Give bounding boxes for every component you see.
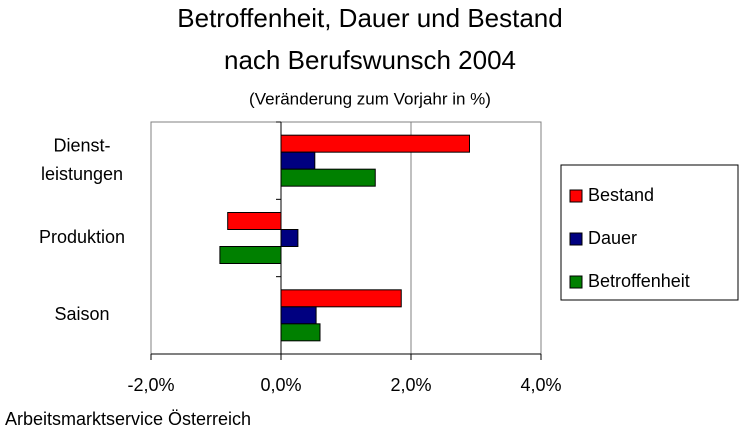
x-tick-label: 2,0% [390,375,431,395]
chart-subtitle: (Veränderung zum Vorjahr in %) [249,89,491,108]
legend-swatch [569,189,583,203]
x-tick-label: -2,0% [127,375,174,395]
x-tick-label: 0,0% [260,375,301,395]
source: Arbeitsmarktservice Österreich [5,409,251,429]
legend-box [560,164,739,301]
bar [280,134,470,153]
chart-title: Betroffenheit, Dauer und Bestand nach Ber… [177,3,562,75]
legend-label: Betroffenheit [588,271,690,291]
bar [280,306,317,325]
y-tick-label: Dienst-leistungen [41,135,123,184]
bar [280,151,316,170]
x-tick-label: 4,0% [520,375,561,395]
legend-label: Bestand [588,185,654,205]
bar [280,229,299,247]
plot-area [150,121,542,355]
y-tick-label: Saison [54,304,109,324]
bar [280,323,321,342]
legend-swatch [569,275,583,289]
legend-label: Dauer [588,228,637,248]
bar [280,168,376,187]
bar [280,289,402,308]
bar [219,246,282,264]
bar [227,212,282,230]
y-tick-label: Produktion [39,227,125,247]
legend-swatch [569,232,583,246]
